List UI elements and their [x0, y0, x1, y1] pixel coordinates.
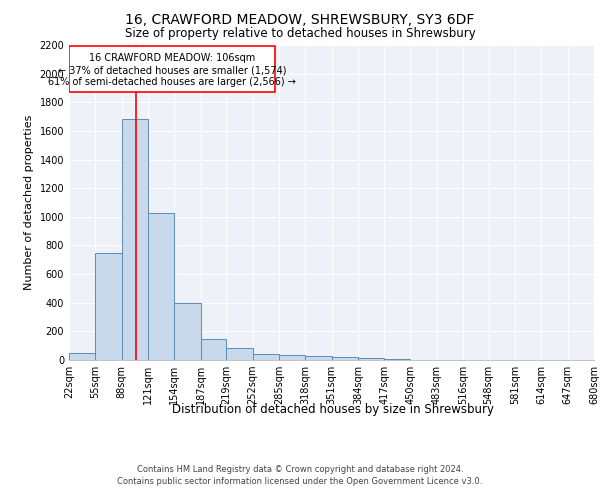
Y-axis label: Number of detached properties: Number of detached properties: [24, 115, 34, 290]
Bar: [122, 120, 148, 360]
Bar: [175, 302, 200, 360]
Bar: [200, 338, 226, 360]
Text: Contains public sector information licensed under the Open Government Licence v3: Contains public sector information licen…: [118, 478, 482, 486]
Bar: [331, 357, 358, 360]
FancyBboxPatch shape: [69, 46, 275, 92]
Text: 16, CRAWFORD MEADOW, SHREWSBURY, SY3 6DF: 16, CRAWFORD MEADOW, SHREWSBURY, SY3 6DF: [125, 12, 475, 26]
Bar: [358, 358, 384, 360]
Bar: [226, 348, 253, 360]
Text: Distribution of detached houses by size in Shrewsbury: Distribution of detached houses by size …: [172, 402, 494, 415]
Bar: [305, 356, 331, 360]
Text: Size of property relative to detached houses in Shrewsbury: Size of property relative to detached ho…: [125, 28, 475, 40]
Text: ← 37% of detached houses are smaller (1,574): ← 37% of detached houses are smaller (1,…: [58, 66, 286, 76]
Text: 61% of semi-detached houses are larger (2,566) →: 61% of semi-detached houses are larger (…: [48, 77, 296, 87]
Bar: [148, 212, 175, 360]
Bar: [279, 355, 305, 360]
Bar: [253, 354, 279, 360]
Text: 16 CRAWFORD MEADOW: 106sqm: 16 CRAWFORD MEADOW: 106sqm: [89, 53, 255, 63]
Bar: [69, 353, 95, 360]
Bar: [95, 252, 122, 360]
Text: Contains HM Land Registry data © Crown copyright and database right 2024.: Contains HM Land Registry data © Crown c…: [137, 465, 463, 474]
